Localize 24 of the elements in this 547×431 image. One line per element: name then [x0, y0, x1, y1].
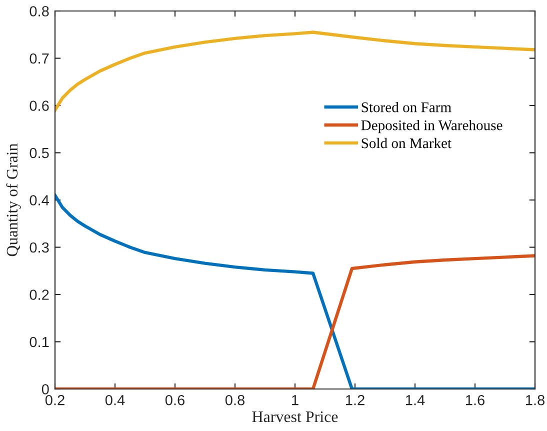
- legend-label: Stored on Farm: [362, 102, 452, 112]
- y-tick-label: 0: [42, 384, 49, 394]
- legend-label: Sold on Market: [362, 138, 452, 148]
- x-axis-title: Harvest Price: [252, 411, 338, 422]
- x-tick-label: 0.6: [165, 394, 184, 406]
- y-axis-title: Quantity of Grain: [6, 143, 21, 256]
- y-tick-label: 0.6: [30, 100, 49, 111]
- x-tick-label: 1.8: [526, 394, 545, 406]
- y-tick-label: 0.5: [30, 148, 49, 158]
- line-series: [55, 30, 535, 112]
- x-tick-label: 0.8: [225, 394, 245, 406]
- x-tick-label: 0.4: [105, 394, 125, 406]
- y-tick-label: 0.1: [30, 336, 49, 348]
- y-tick-label: 0.3: [30, 242, 49, 253]
- x-tick-label: 1.4: [406, 395, 425, 406]
- x-tick-label: 1.6: [466, 394, 484, 406]
- y-tick-label: 0.4: [30, 195, 50, 206]
- y-tick-label: 0.8: [30, 6, 49, 16]
- y-tick-label: 0.7: [30, 53, 49, 64]
- legend-label: Deposited in Warehouse: [361, 120, 502, 134]
- x-tick-label: 0.2: [45, 394, 64, 406]
- x-tick-label: 1: [292, 395, 298, 406]
- y-tick-label: 0.2: [30, 290, 49, 300]
- x-tick-label: 1.2: [346, 394, 364, 406]
